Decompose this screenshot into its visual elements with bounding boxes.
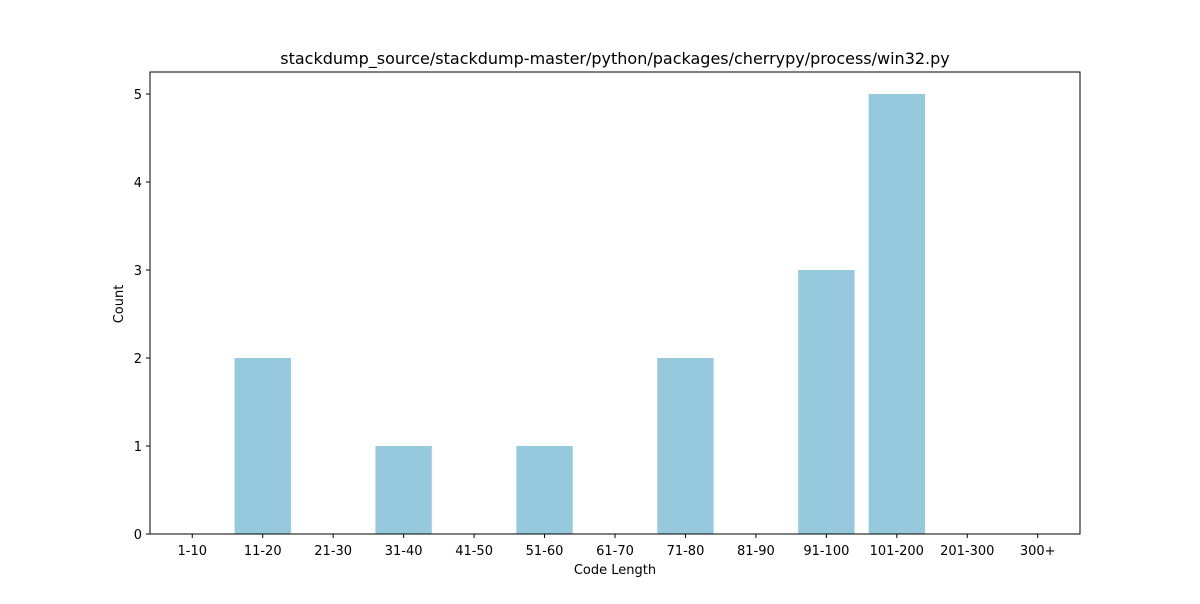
x-tick-label: 101-200 [870, 544, 924, 559]
bar-101-200 [868, 94, 925, 534]
x-tick-label: 81-90 [737, 544, 775, 559]
x-tick-label: 300+ [1020, 544, 1056, 559]
x-tick-label: 21-30 [314, 544, 352, 559]
y-tick-label: 2 [134, 352, 142, 367]
chart-title: stackdump_source/stackdump-master/python… [280, 49, 950, 69]
x-axis-label: Code Length [574, 563, 656, 578]
bar-91-100 [798, 270, 855, 534]
y-tick-label: 4 [134, 176, 142, 191]
bar-31-40 [375, 446, 432, 534]
x-tick-label: 11-20 [244, 544, 282, 559]
bar-51-60 [516, 446, 573, 534]
x-tick-label: 51-60 [526, 544, 564, 559]
y-axis-label: Count [112, 285, 127, 324]
bar-11-20 [234, 358, 291, 534]
x-tick-label: 1-10 [178, 544, 208, 559]
y-tick-label: 0 [134, 528, 142, 543]
axes-layer: 1-10 11-20 21-30 31-40 41-50 51-60 61-70 71-80 8… [134, 71, 1081, 559]
x-tick-label: 91-100 [803, 544, 849, 559]
y-tick-label: 5 [134, 88, 142, 103]
x-tick-label: 61-70 [596, 544, 634, 559]
y-tick-label: 3 [134, 264, 142, 279]
x-tick-label: 71-80 [667, 544, 705, 559]
x-tick-label: 201-300 [940, 544, 994, 559]
bars-layer [234, 94, 925, 534]
bar-71-80 [657, 358, 714, 534]
x-tick-label: 31-40 [385, 544, 423, 559]
x-tick-label: 41-50 [455, 544, 493, 559]
y-tick-label: 1 [134, 440, 142, 455]
